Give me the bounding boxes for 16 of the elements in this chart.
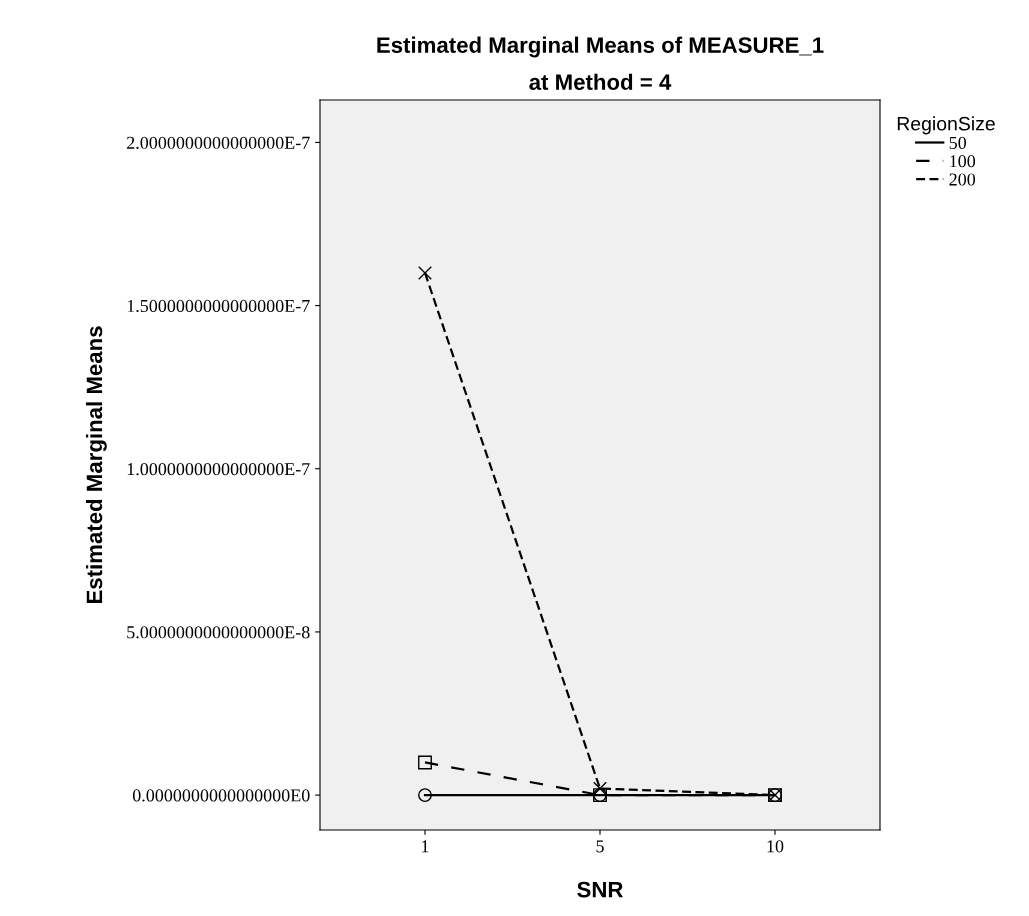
- legend-label: 50: [949, 136, 967, 149]
- y-tick-label: 0.0000000000000000E0: [132, 789, 310, 802]
- chart-title: Estimated Marginal Means of MEASURE_1: [377, 36, 824, 58]
- y-tick-label: 1.0000000000000000E-7: [127, 463, 310, 476]
- y-tick-label: 1.5000000000000000E-7: [127, 299, 310, 313]
- x-axis-title: SNR: [577, 881, 623, 898]
- chart-subtitle: at Method = 4: [529, 73, 672, 90]
- legend-label: 200: [949, 173, 976, 186]
- x-tick-label: 1: [422, 840, 429, 853]
- y-tick-label: 2.0000000000000000E-7: [127, 136, 310, 149]
- legend-title: RegionSize: [897, 116, 995, 135]
- x-tick-label: 10: [767, 840, 784, 853]
- y-tick-label: 5.0000000000000000E-8: [127, 626, 310, 639]
- x-tick-label: 5: [596, 840, 604, 853]
- legend-label: 100: [950, 155, 976, 168]
- y-axis-title: Estimated Marginal Means: [85, 326, 107, 604]
